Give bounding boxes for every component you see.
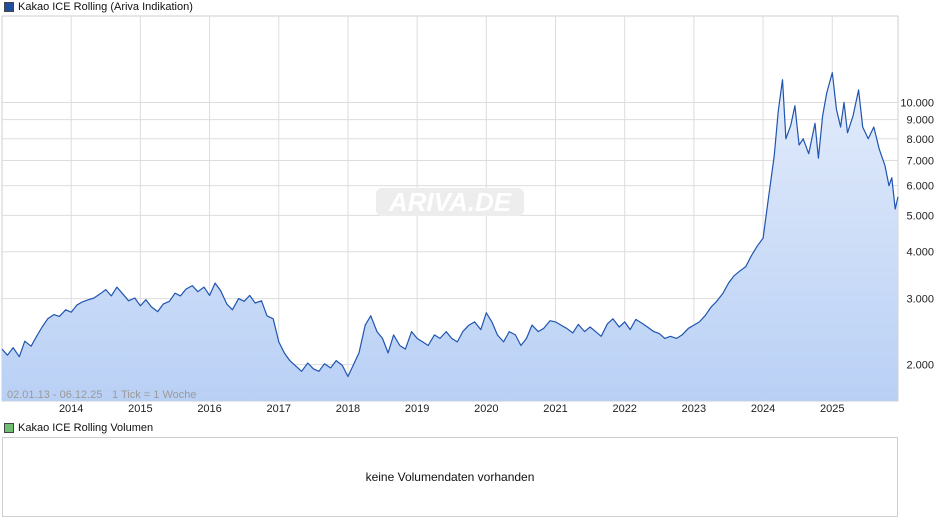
- y-tick-label: 9.000: [906, 115, 934, 127]
- price-legend-label: Kakao ICE Rolling (Ariva Indikation): [18, 1, 193, 13]
- date-range-label: 02.01.13 - 06.12.25: [7, 389, 102, 401]
- price-area-fill: [2, 72, 898, 401]
- x-axis-labels: 2014 2015 2016 2017 2018 2019 2020 2021 2022 2023…: [59, 403, 845, 415]
- price-legend-swatch: [4, 2, 14, 12]
- y-tick-label: 7.000: [906, 156, 934, 168]
- y-axis-labels: 2.000 3.000 4.000 5.000 6.000 7.000 8.000 9.000…: [900, 97, 934, 371]
- x-tick-label: 2016: [197, 403, 221, 415]
- x-tick-label: 2019: [405, 403, 429, 415]
- y-tick-label: 3.000: [906, 294, 934, 306]
- watermark-badge: [376, 188, 524, 216]
- x-tick-label: 2021: [543, 403, 567, 415]
- volume-empty-message: keine Volumendaten vorhanden: [365, 470, 535, 484]
- volume-legend-label: Kakao ICE Rolling Volumen: [18, 422, 154, 434]
- x-tick-label: 2023: [682, 403, 706, 415]
- x-tick-label: 2017: [267, 403, 291, 415]
- watermark-text: ARIVA.DE: [388, 187, 512, 217]
- price-area: [2, 72, 898, 401]
- y-tick-label: 5.000: [906, 210, 934, 222]
- y-tick-label: 10.000: [900, 97, 934, 109]
- y-tick-label: 8.000: [906, 134, 934, 146]
- price-line-group: [1, 72, 899, 378]
- x-tick-label: 2025: [820, 403, 844, 415]
- y-tick-label: 2.000: [906, 360, 934, 372]
- x-tick-label: 2024: [751, 403, 775, 415]
- price-legend: Kakao ICE Rolling (Ariva Indikation): [4, 0, 193, 14]
- x-tick-label: 2014: [59, 403, 83, 415]
- interval-label: 1 Tick = 1 Woche: [112, 389, 196, 401]
- x-tick-label: 2015: [128, 403, 152, 415]
- x-tick-label: 2020: [474, 403, 498, 415]
- watermark: ARIVA.DE: [376, 187, 524, 217]
- volume-legend-swatch: [4, 423, 14, 433]
- price-chart: ARIVA.DE 2.000 3.000 4.000 5.000 6.000 7.000 8…: [1, 15, 934, 415]
- x-tick-label: 2018: [336, 403, 360, 415]
- volume-panel: keine Volumendaten vorhanden: [2, 437, 898, 517]
- x-tick-label: 2022: [612, 403, 636, 415]
- volume-legend: Kakao ICE Rolling Volumen: [4, 421, 153, 435]
- y-tick-label: 4.000: [906, 247, 934, 259]
- price-line: [1, 72, 899, 378]
- y-tick-label: 6.000: [906, 181, 934, 193]
